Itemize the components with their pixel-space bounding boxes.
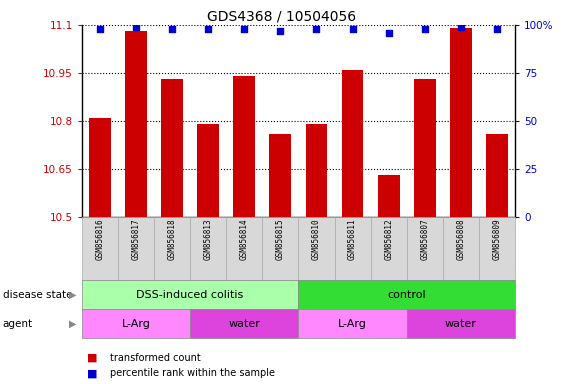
Point: [421, 26, 430, 32]
Text: GDS4368 / 10504056: GDS4368 / 10504056: [207, 10, 356, 23]
Bar: [378, 175, 400, 217]
Bar: [82, 217, 118, 280]
Point: [384, 30, 393, 36]
Bar: [479, 217, 515, 280]
Text: GSM856815: GSM856815: [276, 219, 285, 260]
Bar: [342, 70, 364, 217]
Text: transformed count: transformed count: [110, 353, 200, 363]
Bar: [197, 124, 219, 217]
Bar: [82, 280, 298, 309]
Bar: [190, 217, 226, 280]
Text: DSS-induced colitis: DSS-induced colitis: [136, 290, 244, 300]
Bar: [125, 31, 146, 217]
Bar: [154, 217, 190, 280]
Text: GSM856812: GSM856812: [384, 219, 393, 260]
Point: [348, 26, 357, 32]
Text: GSM856814: GSM856814: [240, 219, 249, 260]
Text: disease state: disease state: [3, 290, 72, 300]
Bar: [298, 280, 515, 309]
Bar: [118, 217, 154, 280]
Text: percentile rank within the sample: percentile rank within the sample: [110, 368, 275, 378]
Bar: [226, 217, 262, 280]
Bar: [450, 28, 472, 217]
Text: ■: ■: [87, 353, 98, 363]
Bar: [233, 76, 255, 217]
Text: L-Arg: L-Arg: [338, 318, 367, 329]
Bar: [270, 134, 291, 217]
Text: L-Arg: L-Arg: [122, 318, 150, 329]
Bar: [306, 124, 327, 217]
Bar: [486, 134, 508, 217]
Text: GSM856818: GSM856818: [167, 219, 176, 260]
Bar: [370, 217, 406, 280]
Bar: [262, 217, 298, 280]
Point: [131, 24, 140, 30]
Text: GSM856807: GSM856807: [421, 219, 430, 260]
Bar: [298, 309, 406, 338]
Text: GSM856810: GSM856810: [312, 219, 321, 260]
Point: [493, 26, 502, 32]
Point: [240, 26, 249, 32]
Text: GSM856813: GSM856813: [204, 219, 213, 260]
Text: ▶: ▶: [69, 290, 76, 300]
Bar: [82, 309, 190, 338]
Text: GSM856809: GSM856809: [493, 219, 502, 260]
Text: GSM856816: GSM856816: [95, 219, 104, 260]
Bar: [298, 217, 334, 280]
Point: [204, 26, 213, 32]
Point: [312, 26, 321, 32]
Text: ■: ■: [87, 368, 98, 378]
Point: [95, 26, 104, 32]
Text: GSM856808: GSM856808: [457, 219, 466, 260]
Text: GSM856811: GSM856811: [348, 219, 357, 260]
Bar: [406, 309, 515, 338]
Bar: [161, 79, 183, 217]
Text: control: control: [387, 290, 426, 300]
Bar: [89, 118, 110, 217]
Bar: [190, 309, 298, 338]
Point: [457, 24, 466, 30]
Bar: [334, 217, 370, 280]
Bar: [406, 217, 443, 280]
Text: ▶: ▶: [69, 318, 76, 329]
Text: water: water: [445, 318, 477, 329]
Point: [167, 26, 176, 32]
Text: water: water: [228, 318, 260, 329]
Text: GSM856817: GSM856817: [131, 219, 140, 260]
Text: agent: agent: [3, 318, 33, 329]
Bar: [443, 217, 479, 280]
Point: [276, 28, 285, 34]
Bar: [414, 79, 436, 217]
